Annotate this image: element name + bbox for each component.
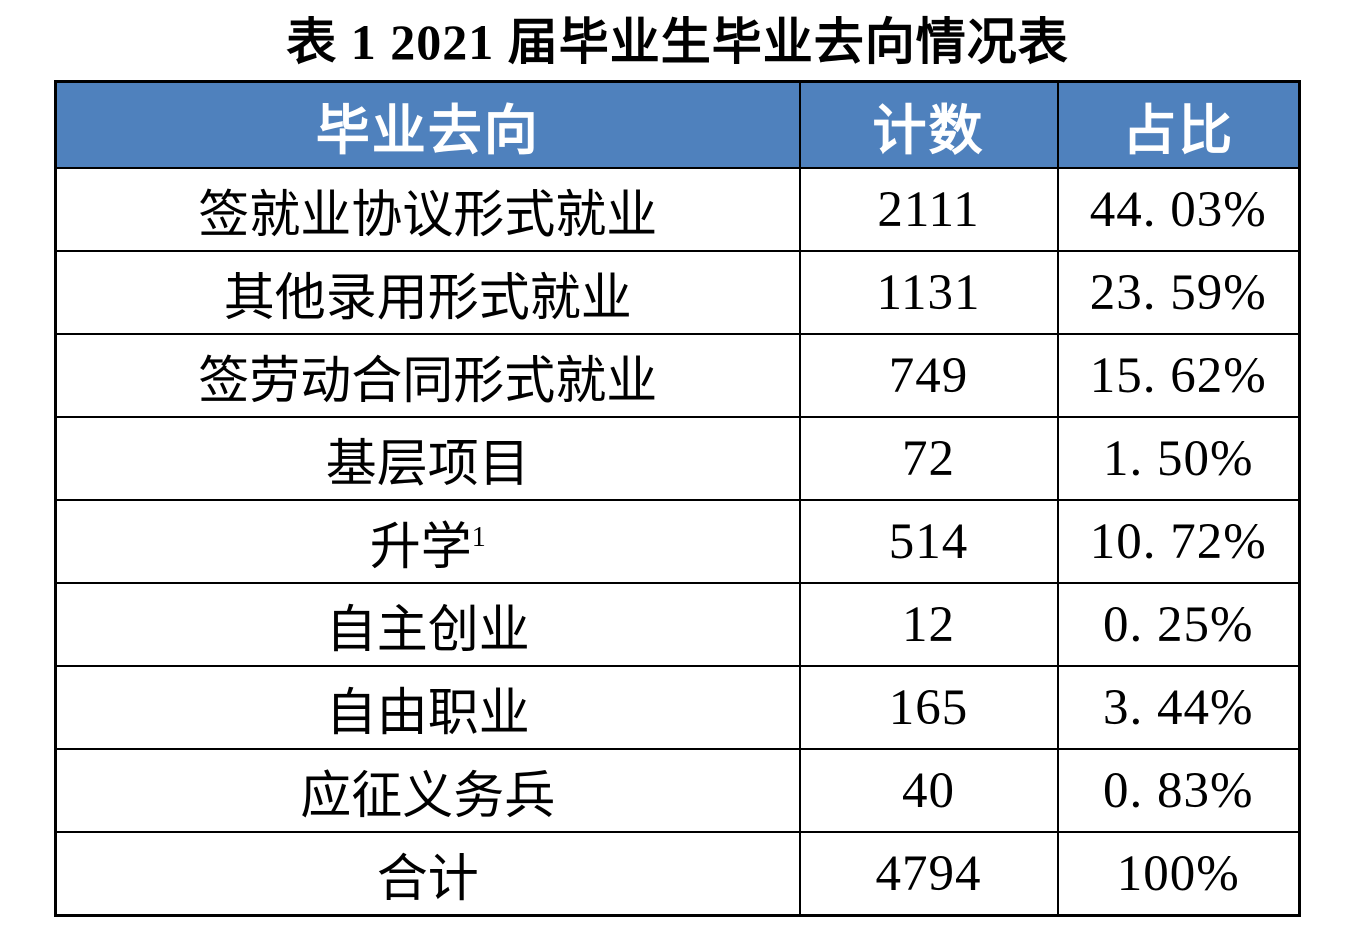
footnote-marker: 1 [471, 521, 486, 553]
cell-destination: 签劳动合同形式就业 [54, 333, 801, 418]
header-row: 毕业去向 计数 占比 [54, 80, 1301, 169]
graduation-destination-table: 毕业去向 计数 占比 签就业协议形式就业 2111 44. 03% 其他录用形式… [54, 80, 1301, 917]
cell-count: 12 [798, 582, 1059, 667]
document-page: 表 1 2021 届毕业生毕业去向情况表 毕业去向 计数 占比 签就业协议形式就… [54, 14, 1301, 917]
cell-count: 72 [798, 416, 1059, 501]
table-title: 表 1 2021 届毕业生毕业去向情况表 [286, 14, 1069, 70]
cell-count: 1131 [798, 250, 1059, 335]
table-row: 签就业协议形式就业 2111 44. 03% [54, 167, 1301, 252]
table-row: 自主创业 12 0. 25% [54, 582, 1301, 667]
table-row-total: 合计 4794 100% [54, 831, 1301, 917]
cell-count: 514 [798, 499, 1059, 584]
cell-count: 165 [798, 665, 1059, 750]
cell-percent: 23. 59% [1056, 250, 1301, 335]
cell-destination-total: 合计 [54, 831, 801, 917]
table-body: 签就业协议形式就业 2111 44. 03% 其他录用形式就业 1131 23.… [54, 167, 1301, 917]
cell-percent: 15. 62% [1056, 333, 1301, 418]
table-row: 基层项目 72 1. 50% [54, 416, 1301, 501]
cell-destination: 升学1 [54, 499, 801, 584]
cell-count: 2111 [798, 167, 1059, 252]
table-row: 应征义务兵 40 0. 83% [54, 748, 1301, 833]
cell-percent: 0. 83% [1056, 748, 1301, 833]
cell-count: 749 [798, 333, 1059, 418]
destination-label: 升学 [369, 519, 472, 576]
table-row: 其他录用形式就业 1131 23. 59% [54, 250, 1301, 335]
table-row: 自由职业 165 3. 44% [54, 665, 1301, 750]
cell-destination: 应征义务兵 [54, 748, 801, 833]
cell-percent-total: 100% [1056, 831, 1301, 917]
header-cell-percent: 占比 [1056, 80, 1301, 169]
cell-percent: 10. 72% [1056, 499, 1301, 584]
cell-destination: 自主创业 [54, 582, 801, 667]
cell-destination: 其他录用形式就业 [54, 250, 801, 335]
cell-count: 40 [798, 748, 1059, 833]
cell-percent: 0. 25% [1056, 582, 1301, 667]
cell-percent: 44. 03% [1056, 167, 1301, 252]
cell-destination: 基层项目 [54, 416, 801, 501]
table-header: 毕业去向 计数 占比 [54, 80, 1301, 169]
header-cell-count: 计数 [798, 80, 1059, 169]
cell-destination: 签就业协议形式就业 [54, 167, 801, 252]
cell-destination: 自由职业 [54, 665, 801, 750]
table-row: 升学1 514 10. 72% [54, 499, 1301, 584]
header-cell-destination: 毕业去向 [54, 80, 801, 169]
cell-count-total: 4794 [798, 831, 1059, 917]
cell-percent: 3. 44% [1056, 665, 1301, 750]
table-row: 签劳动合同形式就业 749 15. 62% [54, 333, 1301, 418]
cell-percent: 1. 50% [1056, 416, 1301, 501]
